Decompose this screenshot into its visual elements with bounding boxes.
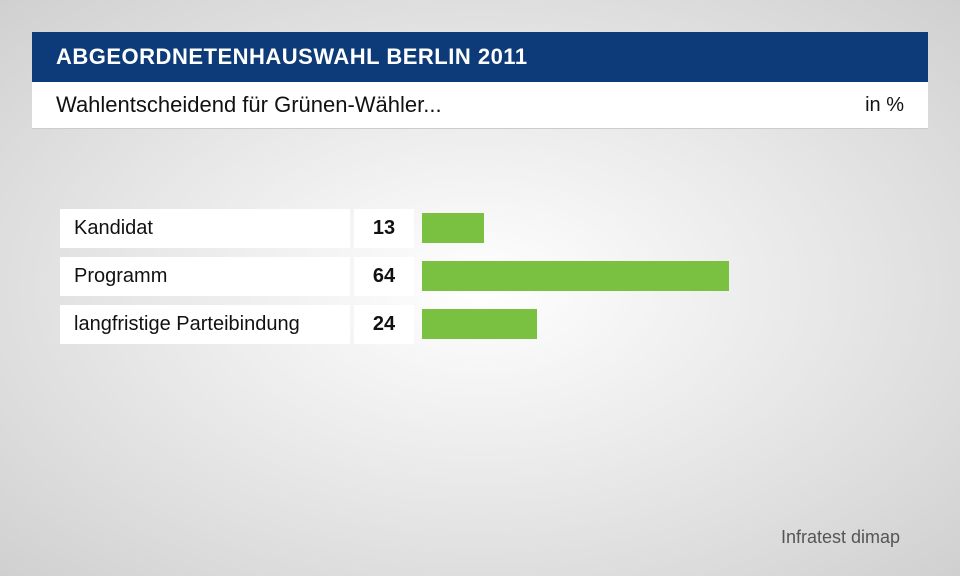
header-title: ABGEORDNETENHAUSWAHL BERLIN 2011: [56, 44, 528, 69]
row-value: 24: [354, 305, 414, 344]
row-label: langfristige Parteibindung: [60, 305, 350, 344]
bar: [422, 213, 484, 243]
row-label: Kandidat: [60, 209, 350, 248]
row-value: 64: [354, 257, 414, 296]
bar-cell: [422, 213, 900, 243]
bar: [422, 261, 729, 291]
chart-area: Kandidat 13 Programm 64 langfristige Par…: [60, 209, 900, 343]
chart-unit: in %: [865, 94, 904, 117]
chart-row: Programm 64: [60, 257, 900, 295]
chart-subtitle: Wahlentscheidend für Grünen-Wähler...: [56, 92, 442, 118]
chart-row: langfristige Parteibindung 24: [60, 305, 900, 343]
bar-cell: [422, 309, 900, 339]
row-value: 13: [354, 209, 414, 248]
bar: [422, 309, 537, 339]
subtitle-row: Wahlentscheidend für Grünen-Wähler... in…: [32, 82, 928, 129]
row-label: Programm: [60, 257, 350, 296]
header-banner: ABGEORDNETENHAUSWAHL BERLIN 2011: [32, 32, 928, 82]
chart-row: Kandidat 13: [60, 209, 900, 247]
bar-cell: [422, 261, 900, 291]
source-attribution: Infratest dimap: [781, 527, 900, 548]
